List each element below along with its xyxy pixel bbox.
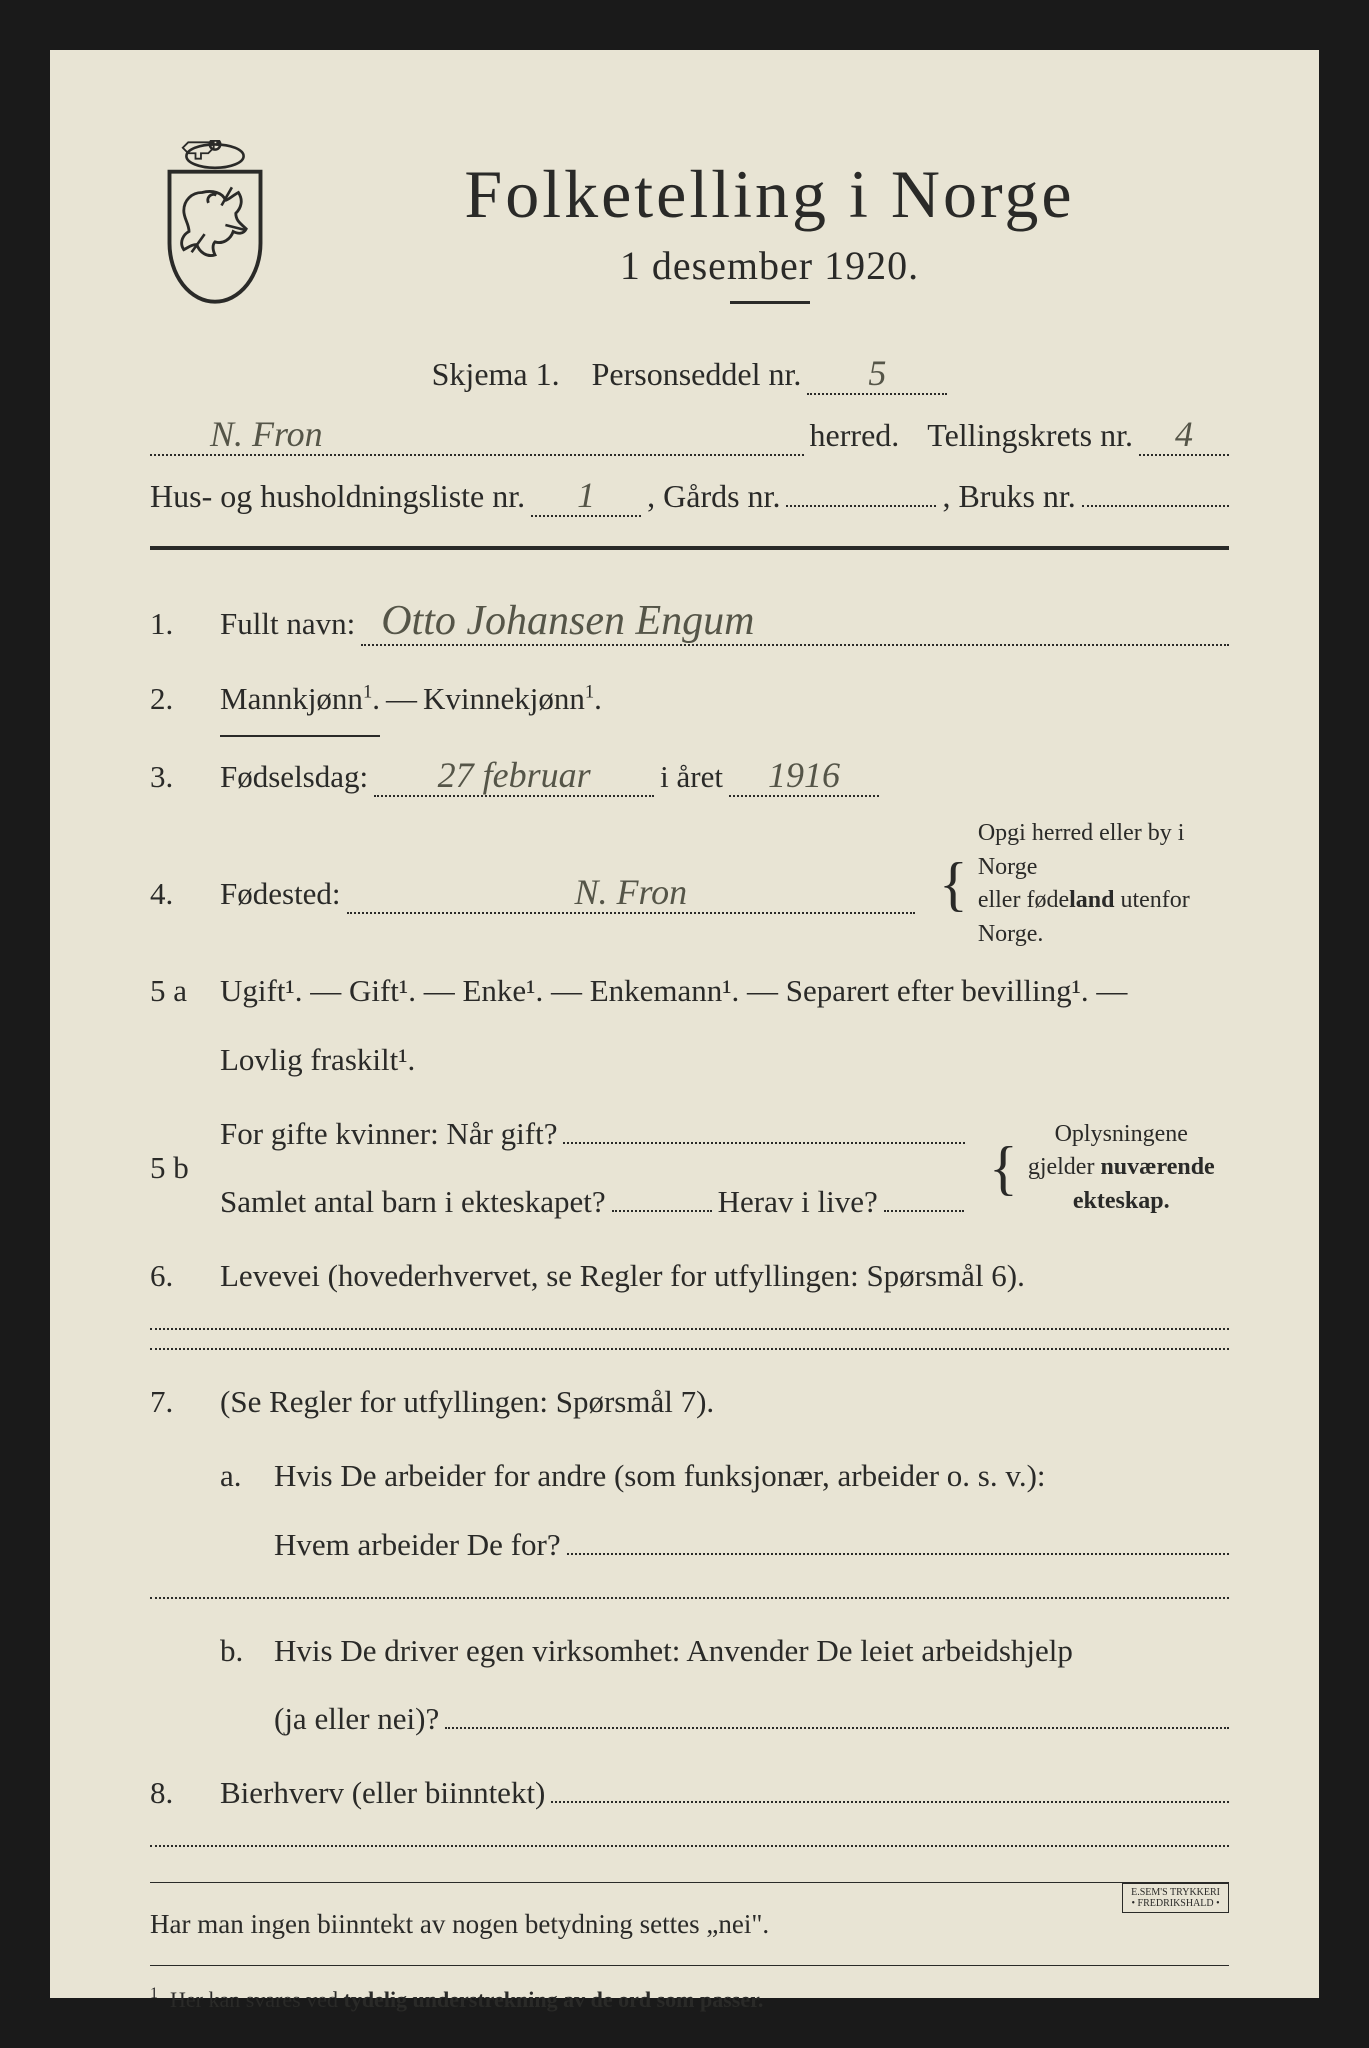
- q7-intro: (Se Regler for utfyllingen: Spørsmål 7).: [220, 1368, 714, 1436]
- q7b-l1: Hvis De driver egen virksomhet: Anvender…: [274, 1617, 1229, 1685]
- q3-num: 3.: [150, 743, 206, 811]
- herred-value: N. Fron: [150, 416, 804, 456]
- hushold-value: 1: [531, 477, 641, 517]
- q5b-live-value: [884, 1208, 964, 1212]
- q6: 6. Levevei (hovederhvervet, se Regler fo…: [150, 1242, 1229, 1310]
- q7a-value: [567, 1551, 1229, 1555]
- q4: 4. Fødested: N. Fron { Opgi herred eller…: [150, 817, 1229, 951]
- tellingskrets-value: 4: [1139, 416, 1229, 456]
- q5b-note-l2: gjelder nuværende: [1028, 1151, 1215, 1185]
- dotted-rule: [150, 1348, 1229, 1350]
- skjema-label: Skjema 1.: [432, 344, 560, 405]
- q4-note-l2: eller fødeland utenfor Norge.: [978, 884, 1229, 951]
- q5b-note-l1: Oplysningene: [1028, 1118, 1215, 1152]
- q7a-num: a.: [220, 1442, 260, 1510]
- q5a: 5 a Ugift¹. — Gift¹. — Enke¹. — Enkemann…: [150, 957, 1229, 1093]
- q2: 2. Mannkjønn1. — Kvinnekjønn1.: [150, 665, 1229, 737]
- q5b-l2b: Herav i live?: [718, 1168, 878, 1236]
- q4-label: Fødested:: [220, 860, 341, 928]
- q8-value: [551, 1799, 1229, 1803]
- brace-icon: {: [989, 1153, 1018, 1183]
- q1-value: Otto Johansen Engum: [361, 600, 1229, 646]
- q6-text: Levevei (hovederhvervet, se Regler for u…: [220, 1242, 1025, 1310]
- header: Folketelling i Norge 1 desember 1920.: [150, 130, 1229, 334]
- footnote-text: Her kan svares ved tydelig understreknin…: [170, 1976, 763, 2024]
- hushold-label: Hus- og husholdningsliste nr.: [150, 466, 525, 527]
- title-rule: [730, 301, 810, 304]
- q2-num: 2.: [150, 665, 206, 733]
- q7: 7. (Se Regler for utfyllingen: Spørsmål …: [150, 1368, 1229, 1436]
- q7a: a. Hvis De arbeider for andre (som funks…: [150, 1442, 1229, 1578]
- q5b-label: For gifte kvinner: Når gift?: [220, 1100, 557, 1168]
- q4-value: N. Fron: [347, 874, 915, 914]
- footer-note: Har man ingen biinntekt av nogen betydni…: [150, 1882, 1229, 1954]
- bruks-value: [1082, 503, 1229, 507]
- q7b: b. Hvis De driver egen virksomhet: Anven…: [150, 1617, 1229, 1753]
- q7b-value: [445, 1725, 1229, 1729]
- q4-note: { Opgi herred eller by i Norge eller fød…: [929, 817, 1229, 951]
- main-title: Folketelling i Norge: [310, 155, 1229, 234]
- q4-note-l1: Opgi herred eller by i Norge: [978, 817, 1229, 884]
- printer-l1: E.SEM'S TRYKKERI: [1131, 1887, 1220, 1898]
- printer-l2: • FREDRIKSHALD •: [1131, 1898, 1220, 1909]
- q7b-num: b.: [220, 1617, 260, 1685]
- q5b-l2a: Samlet antal barn i ekteskapet?: [220, 1168, 606, 1236]
- q8: 8. Bierhverv (eller biinntekt): [150, 1759, 1229, 1827]
- q8-num: 8.: [150, 1759, 206, 1827]
- q5b-note-l3: ekteskap.: [1028, 1185, 1215, 1219]
- q2-sep: —: [386, 665, 417, 733]
- meta-block: Skjema 1. Personseddel nr. 5 N. Fron her…: [150, 344, 1229, 526]
- q3-year: 1916: [729, 757, 879, 797]
- q5b-gift-value: [563, 1140, 965, 1144]
- questions-block: 1. Fullt navn: Otto Johansen Engum 2. Ma…: [150, 590, 1229, 2024]
- q1: 1. Fullt navn: Otto Johansen Engum: [150, 590, 1229, 658]
- q7a-l1: Hvis De arbeider for andre (som funksjon…: [274, 1442, 1229, 1510]
- gards-label: , Gårds nr.: [647, 466, 780, 527]
- q1-num: 1.: [150, 590, 206, 658]
- q5a-opts: Ugift¹. — Gift¹. — Enke¹. — Enkemann¹. —…: [220, 957, 1229, 1025]
- q3: 3. Fødselsdag: 27 februar i året 1916: [150, 743, 1229, 811]
- q3-label: Fødselsdag:: [220, 743, 368, 811]
- dotted-rule: [150, 1597, 1229, 1599]
- personseddel-label: Personseddel nr.: [592, 344, 802, 405]
- meta-line-1: Skjema 1. Personseddel nr. 5: [150, 344, 1229, 405]
- coat-of-arms-icon: [150, 140, 280, 310]
- bruks-label: , Bruks nr.: [942, 466, 1075, 527]
- q6-num: 6.: [150, 1242, 206, 1310]
- meta-line-3: Hus- og husholdningsliste nr. 1 , Gårds …: [150, 466, 1229, 527]
- tellingskrets-label: Tellingskrets nr.: [927, 405, 1133, 466]
- q5b-num: 5 b: [150, 1134, 206, 1202]
- divider-thick: [150, 546, 1229, 550]
- q8-label: Bierhverv (eller biinntekt): [220, 1759, 545, 1827]
- dotted-rule: [150, 1845, 1229, 1847]
- gards-value: [786, 503, 936, 507]
- q3-day: 27 februar: [374, 757, 654, 797]
- q3-year-label: i året: [660, 743, 723, 811]
- q2-female: Kvinnekjønn1.: [423, 665, 602, 733]
- printer-mark: E.SEM'S TRYKKERI • FREDRIKSHALD •: [1122, 1883, 1229, 1913]
- herred-label: herred.: [810, 405, 900, 466]
- q4-num: 4.: [150, 860, 206, 928]
- q5b-note: { Oplysningene gjelder nuværende ekteska…: [979, 1118, 1229, 1219]
- q1-label: Fullt navn:: [220, 590, 355, 658]
- footnote: 1 Her kan svares ved tydelig understrekn…: [150, 1965, 1229, 2024]
- footnote-marker: 1: [150, 1976, 158, 2024]
- title-block: Folketelling i Norge 1 desember 1920.: [310, 130, 1229, 334]
- subtitle: 1 desember 1920.: [310, 242, 1229, 289]
- q7b-l2: (ja eller nei)?: [274, 1685, 439, 1753]
- dotted-rule: [150, 1328, 1229, 1330]
- brace-icon: {: [939, 869, 968, 899]
- q5a-num: 5 a: [150, 957, 206, 1025]
- q2-male: Mannkjønn1.: [220, 665, 380, 737]
- q7a-l2: Hvem arbeider De for?: [274, 1511, 561, 1579]
- q7-num: 7.: [150, 1368, 206, 1436]
- q5b: 5 b For gifte kvinner: Når gift? Samlet …: [150, 1100, 1229, 1236]
- meta-line-2: N. Fron herred. Tellingskrets nr. 4: [150, 405, 1229, 466]
- personseddel-value: 5: [807, 355, 947, 395]
- census-form-page: Folketelling i Norge 1 desember 1920. Sk…: [50, 50, 1319, 1998]
- q5b-barn-value: [612, 1208, 712, 1212]
- q5a-opts2: Lovlig fraskilt¹.: [220, 1026, 1229, 1094]
